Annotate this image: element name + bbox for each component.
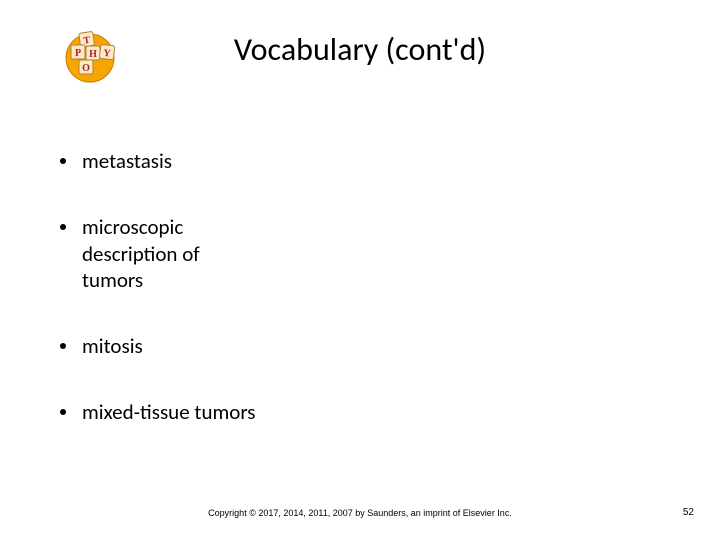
slide: T P H Y O Vocabulary (cont'd) metast	[0, 0, 720, 540]
bullet-dot-icon	[60, 224, 66, 230]
list-item: mitosis	[60, 333, 620, 359]
bullet-dot-icon	[60, 158, 66, 164]
bullet-text: metastasis	[82, 148, 620, 174]
list-item: microscopic description of tumors	[60, 214, 620, 293]
bullet-dot-icon	[60, 343, 66, 349]
list-item: metastasis	[60, 148, 620, 174]
bullet-text: microscopic description of tumors	[82, 214, 247, 293]
copyright-footer: Copyright © 2017, 2014, 2011, 2007 by Sa…	[0, 508, 720, 518]
bullet-text: mixed-tissue tumors	[82, 399, 620, 425]
bullet-dot-icon	[60, 409, 66, 415]
bullet-list: metastasis microscopic description of tu…	[60, 148, 620, 466]
page-number: 52	[683, 507, 694, 518]
page-title: Vocabulary (cont'd)	[0, 30, 720, 69]
bullet-text: mitosis	[82, 333, 620, 359]
list-item: mixed-tissue tumors	[60, 399, 620, 425]
